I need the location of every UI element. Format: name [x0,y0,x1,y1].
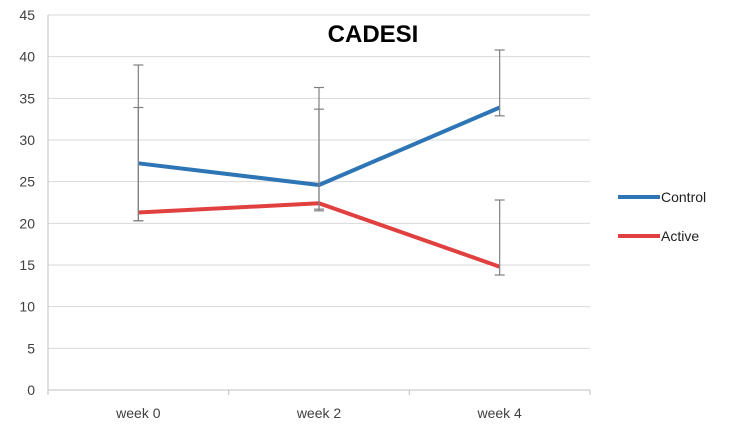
legend-label-active: Active [661,228,699,244]
y-tick-label: 30 [19,132,35,148]
y-tick-label: 45 [19,7,35,23]
y-tick-label: 20 [19,215,35,231]
y-tick-label: 15 [19,257,35,273]
chart-title: CADESI [328,21,419,48]
y-tick-label: 35 [19,90,35,106]
y-tick-label: 25 [19,174,35,190]
y-tick-label: 5 [27,340,35,356]
legend-label-control: Control [661,189,706,205]
y-tick-label: 40 [19,49,35,65]
x-tick-label: week 0 [115,405,161,421]
error-bars [133,49,505,276]
y-tick-labels: 0 5 10 15 20 25 30 35 40 45 [19,7,35,398]
axes [47,15,590,391]
y-tick-label: 0 [27,382,35,398]
y-tick-label: 10 [19,299,35,315]
x-tick-label: week 4 [476,405,522,421]
x-tick-labels: week 0 week 2 week 4 [47,390,591,421]
legend: Control Active [618,189,706,244]
x-tick-label: week 2 [296,405,342,421]
series-line-active [138,201,501,269]
